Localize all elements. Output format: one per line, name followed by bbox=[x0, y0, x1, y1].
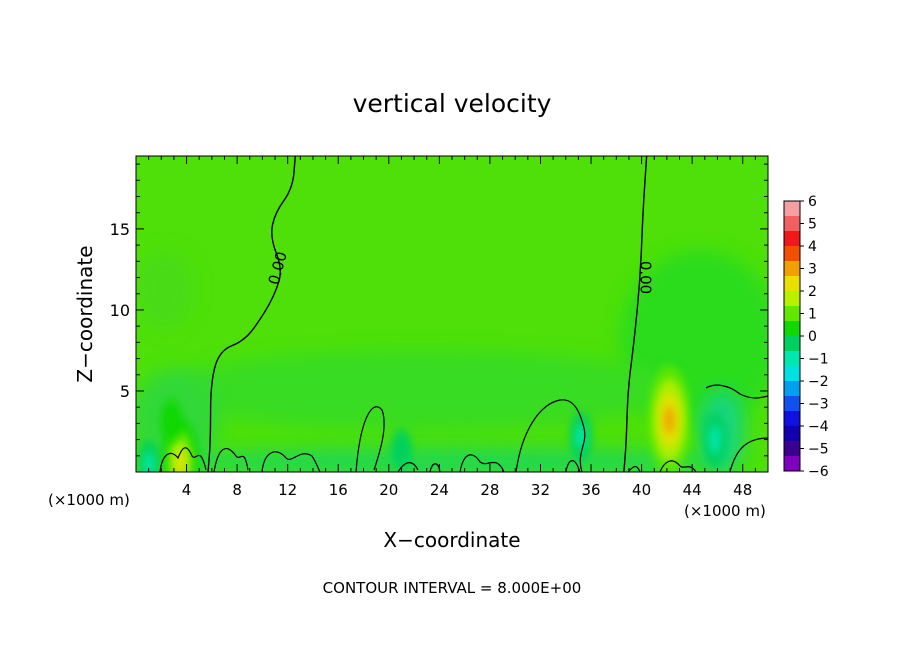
x-axis-label: X−coordinate bbox=[383, 528, 520, 552]
field-shade-mid bbox=[160, 350, 680, 430]
colorbar-label: 4 bbox=[808, 239, 817, 255]
velocity-anomaly-5-level-2 bbox=[396, 438, 407, 460]
colorbar-label: −2 bbox=[808, 374, 829, 390]
colorbar-swatch bbox=[784, 201, 800, 217]
x-axis: 4 8 12 16 20 24 28 32 36 40 44 48 bbox=[148, 156, 756, 499]
y-tick-label: 15 bbox=[110, 220, 130, 239]
surface-contours bbox=[159, 399, 768, 472]
colorbar-label: 3 bbox=[808, 262, 817, 278]
upper-right-contour bbox=[705, 384, 768, 399]
contour-line-1 bbox=[207, 156, 296, 472]
colorbar-swatch bbox=[784, 336, 800, 352]
colorbar-swatch bbox=[784, 426, 800, 442]
colorbar-label: 5 bbox=[808, 217, 817, 233]
colorbar-swatch bbox=[784, 381, 800, 397]
y-tick-label: 5 bbox=[120, 382, 130, 401]
plot-area: 0.00 0.00 bbox=[135, 155, 769, 473]
colorbar-swatch bbox=[784, 231, 800, 247]
velocity-anomaly-6-level-2 bbox=[166, 409, 177, 431]
contour-label-2: 0.00 bbox=[636, 261, 654, 294]
colorbar-label: −3 bbox=[808, 397, 829, 413]
colorbar-label: −5 bbox=[808, 442, 829, 458]
x-tick-label: 4 bbox=[182, 481, 192, 499]
x-tick-label: 20 bbox=[379, 481, 398, 499]
y-tick-label: 10 bbox=[110, 301, 130, 320]
velocity-anomaly-3-level-2 bbox=[708, 425, 722, 454]
colorbar-label: 6 bbox=[808, 194, 817, 210]
colorbar-label: −1 bbox=[808, 352, 829, 368]
velocity-anomaly-1-level-4 bbox=[664, 406, 675, 434]
x-tick-label: 48 bbox=[733, 481, 752, 499]
colorbar-label: 1 bbox=[808, 307, 817, 323]
x-tick-label: 28 bbox=[480, 481, 499, 499]
field-shade-upper-left bbox=[136, 250, 195, 330]
colorbar-swatch bbox=[784, 321, 800, 337]
velocity-anomaly-7-level-2 bbox=[143, 452, 155, 472]
x-unit-right: (×1000 m) bbox=[684, 502, 766, 520]
colorbar-label: 2 bbox=[808, 284, 817, 300]
x-tick-label: 16 bbox=[329, 481, 348, 499]
colorbar-swatch bbox=[784, 351, 800, 367]
colorbar-swatch bbox=[784, 441, 800, 457]
colorbar-swatch bbox=[784, 306, 800, 322]
x-tick-label: 40 bbox=[632, 481, 651, 499]
colorbar-label: −4 bbox=[808, 419, 829, 435]
field-shade-bottom bbox=[150, 448, 750, 472]
colorbar-swatch bbox=[784, 216, 800, 232]
colorbar-swatch bbox=[784, 366, 800, 382]
colorbar-swatch bbox=[784, 456, 800, 472]
colorbar: 6 5 4 3 2 1 0 −1 −2 −3 −4 −5 −6 bbox=[783, 194, 829, 480]
colorbar-swatch bbox=[784, 246, 800, 262]
colorbar-swatch bbox=[784, 396, 800, 412]
x-tick-label: 8 bbox=[232, 481, 242, 499]
colorbar-swatch bbox=[784, 276, 800, 292]
contour-interval-note: CONTOUR INTERVAL = 8.000E+00 bbox=[323, 579, 582, 597]
chart-title: vertical velocity bbox=[353, 89, 552, 118]
colorbar-swatch bbox=[784, 291, 800, 307]
y-axis: 5 10 15 bbox=[110, 163, 768, 457]
x-tick-label: 44 bbox=[683, 481, 702, 499]
colorbar-swatch bbox=[784, 261, 800, 277]
x-unit-left: (×1000 m) bbox=[48, 491, 130, 509]
velocity-anomaly-2-level-4 bbox=[175, 451, 185, 472]
x-tick-label: 32 bbox=[531, 481, 550, 499]
colorbar-swatch bbox=[784, 411, 800, 427]
y-axis-label: Z−coordinate bbox=[73, 245, 97, 382]
x-tick-label: 12 bbox=[278, 481, 297, 499]
colorbar-label: 0 bbox=[808, 329, 817, 345]
contour-line-2 bbox=[623, 156, 648, 472]
colorbar-label: −6 bbox=[808, 464, 829, 480]
x-tick-label: 24 bbox=[430, 481, 449, 499]
x-tick-label: 36 bbox=[581, 481, 600, 499]
